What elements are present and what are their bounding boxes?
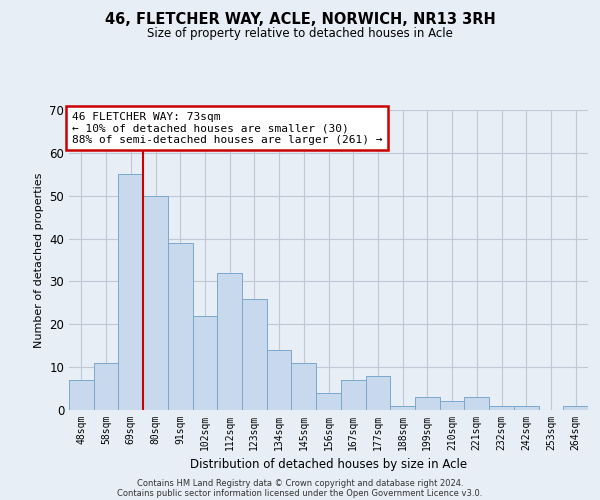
Bar [168,243,193,410]
Text: Contains public sector information licensed under the Open Government Licence v3: Contains public sector information licen… [118,488,482,498]
Bar [94,363,118,410]
Bar [242,298,267,410]
Bar [193,316,217,410]
Bar [440,402,464,410]
Bar [514,406,539,410]
Bar [292,363,316,410]
Bar [415,397,440,410]
Bar [217,273,242,410]
Bar [69,380,94,410]
Text: Size of property relative to detached houses in Acle: Size of property relative to detached ho… [147,28,453,40]
Bar [118,174,143,410]
Bar [563,406,588,410]
Bar [464,397,489,410]
Text: 46 FLETCHER WAY: 73sqm
← 10% of detached houses are smaller (30)
88% of semi-det: 46 FLETCHER WAY: 73sqm ← 10% of detached… [71,112,382,144]
Text: Contains HM Land Registry data © Crown copyright and database right 2024.: Contains HM Land Registry data © Crown c… [137,478,463,488]
Y-axis label: Number of detached properties: Number of detached properties [34,172,44,348]
X-axis label: Distribution of detached houses by size in Acle: Distribution of detached houses by size … [190,458,467,471]
Bar [316,393,341,410]
Bar [143,196,168,410]
Text: 46, FLETCHER WAY, ACLE, NORWICH, NR13 3RH: 46, FLETCHER WAY, ACLE, NORWICH, NR13 3R… [104,12,496,28]
Bar [390,406,415,410]
Bar [267,350,292,410]
Bar [341,380,365,410]
Bar [489,406,514,410]
Bar [365,376,390,410]
